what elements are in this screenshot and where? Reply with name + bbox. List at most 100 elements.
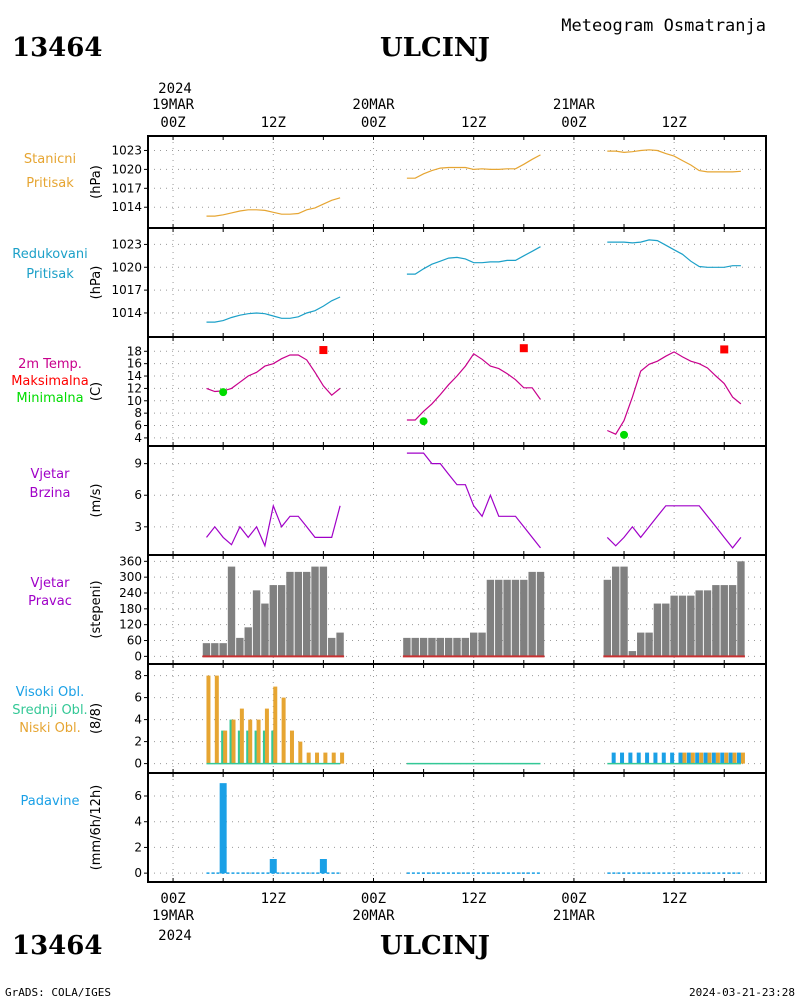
bottom-hour-label: 00Z	[160, 891, 185, 907]
wind-direction-bar	[444, 637, 453, 657]
bottom-hour-label: 12Z	[461, 891, 486, 907]
y-axis-label: (stepeni)	[89, 580, 104, 638]
wind-direction-bar	[470, 632, 478, 657]
bottom-hour-label: 12Z	[261, 891, 286, 907]
wind-direction-bar	[319, 566, 328, 657]
y-tick-label: 1017	[111, 181, 142, 195]
y-tick-label: 300	[119, 570, 142, 584]
wind-direction-bar	[687, 595, 695, 657]
panel-label: Vjetar	[31, 576, 71, 591]
high-cloud-bar	[736, 752, 741, 764]
y-axis-label: (hPa)	[89, 266, 104, 300]
wind-direction-bar	[294, 571, 303, 657]
y-tick-label: 1020	[111, 162, 142, 176]
low-cloud-bar	[331, 752, 336, 764]
panel-label: Pravac	[28, 594, 72, 609]
header-station-name: ULCINJ	[380, 33, 490, 63]
low-cloud-bar	[323, 752, 328, 764]
header-subtitle: Meteogram Osmatranja	[561, 16, 766, 36]
low-cloud-bar	[239, 708, 244, 764]
high-cloud-bar	[678, 752, 683, 764]
bottom-day-label: 21MAR	[553, 908, 596, 924]
y-tick-label: 8	[134, 406, 142, 420]
y-tick-label: 1023	[111, 143, 142, 157]
high-cloud-bar	[645, 752, 650, 764]
low-cloud-bar	[214, 675, 219, 764]
temperature-line	[406, 352, 541, 421]
wind-direction-bar	[653, 603, 662, 657]
y-axis-label: (8/8)	[89, 703, 104, 734]
high-cloud-bar	[670, 752, 675, 764]
panel-label: Minimalna	[16, 391, 83, 406]
panel-frame	[147, 445, 767, 556]
high-cloud-bar	[711, 752, 716, 764]
low-cloud-bar	[690, 752, 695, 764]
wind-direction-bar	[637, 632, 645, 657]
wind-direction-bar	[720, 585, 728, 657]
wind-speed-line	[206, 503, 341, 548]
wind-direction-bar	[286, 571, 294, 657]
y-axis-label: (hPa)	[89, 165, 104, 199]
low-cloud-bar	[231, 719, 236, 764]
wind-direction-bar	[520, 579, 528, 657]
wind-direction-bar	[236, 637, 244, 657]
wind-direction-bar	[645, 632, 653, 657]
wind-direction-bar	[478, 632, 486, 657]
temperature-line	[607, 351, 742, 435]
wind-direction-bar	[328, 637, 336, 657]
wind-direction-bar	[486, 579, 495, 657]
precip-bar	[269, 859, 277, 874]
station-pressure-line	[406, 154, 541, 179]
low-cloud-bar	[273, 686, 278, 764]
y-tick-label: 180	[119, 602, 142, 616]
wind-direction-bar	[403, 637, 411, 657]
panel-label: Visoki Obl.	[16, 685, 84, 700]
low-cloud-bar	[281, 697, 286, 764]
wind-direction-bar	[211, 643, 219, 657]
top-day-label: 20MAR	[352, 97, 395, 113]
panel-clouds: Visoki Obl. Srednji Obl. Niski Obl. (8/8) 0 2…	[12, 663, 767, 774]
panel-label: Redukovani	[12, 247, 87, 262]
temperature-line	[206, 354, 341, 397]
panel-wind_direction: Vjetar Pravac (stepeni) 060 120 180 240 300 360	[28, 554, 767, 665]
low-cloud-bar	[248, 719, 253, 764]
y-tick-label: 1014	[111, 200, 142, 214]
panel-frame	[147, 336, 767, 447]
wind-direction-bar	[703, 590, 712, 657]
bottom-day-label: 20MAR	[352, 908, 395, 924]
footer-credit: GrADS: COLA/IGES	[5, 986, 111, 999]
low-cloud-bar	[707, 752, 712, 764]
top-hour-label: 00Z	[361, 115, 386, 131]
y-tick-label: 240	[119, 586, 142, 600]
y-tick-label: 16	[127, 357, 142, 371]
y-tick-label: 6	[134, 691, 142, 705]
tmax-marker	[519, 344, 528, 353]
y-tick-label: 9	[134, 457, 142, 471]
low-cloud-bar	[682, 752, 687, 764]
top-hour-label: 12Z	[461, 115, 486, 131]
y-tick-label: 1023	[111, 237, 142, 251]
y-axis-label: (m/s)	[89, 484, 104, 518]
high-cloud-bar	[636, 752, 641, 764]
wind-direction-bar	[428, 637, 436, 657]
y-tick-label: 60	[127, 634, 142, 648]
wind-direction-bar	[511, 579, 520, 657]
low-cloud-bar	[223, 730, 228, 764]
panel-label: Padavine	[21, 794, 80, 809]
y-tick-label: 0	[134, 649, 142, 663]
low-cloud-bar	[256, 719, 261, 764]
wind-direction-bar	[302, 571, 311, 657]
wind-direction-bar	[728, 585, 737, 657]
wind-direction-bar	[269, 585, 277, 657]
top-day-label: 21MAR	[553, 97, 596, 113]
low-cloud-bar	[289, 730, 294, 764]
y-tick-label: 2	[134, 735, 142, 749]
reduced-pressure-line	[607, 239, 741, 268]
wind-direction-bar	[277, 585, 286, 657]
y-tick-label: 18	[127, 344, 142, 358]
wind-direction-bar	[336, 632, 344, 657]
wind-direction-bar	[528, 571, 536, 657]
panel-wind_speed: Vjetar Brzina (m/s) 3 6 9	[30, 445, 767, 556]
